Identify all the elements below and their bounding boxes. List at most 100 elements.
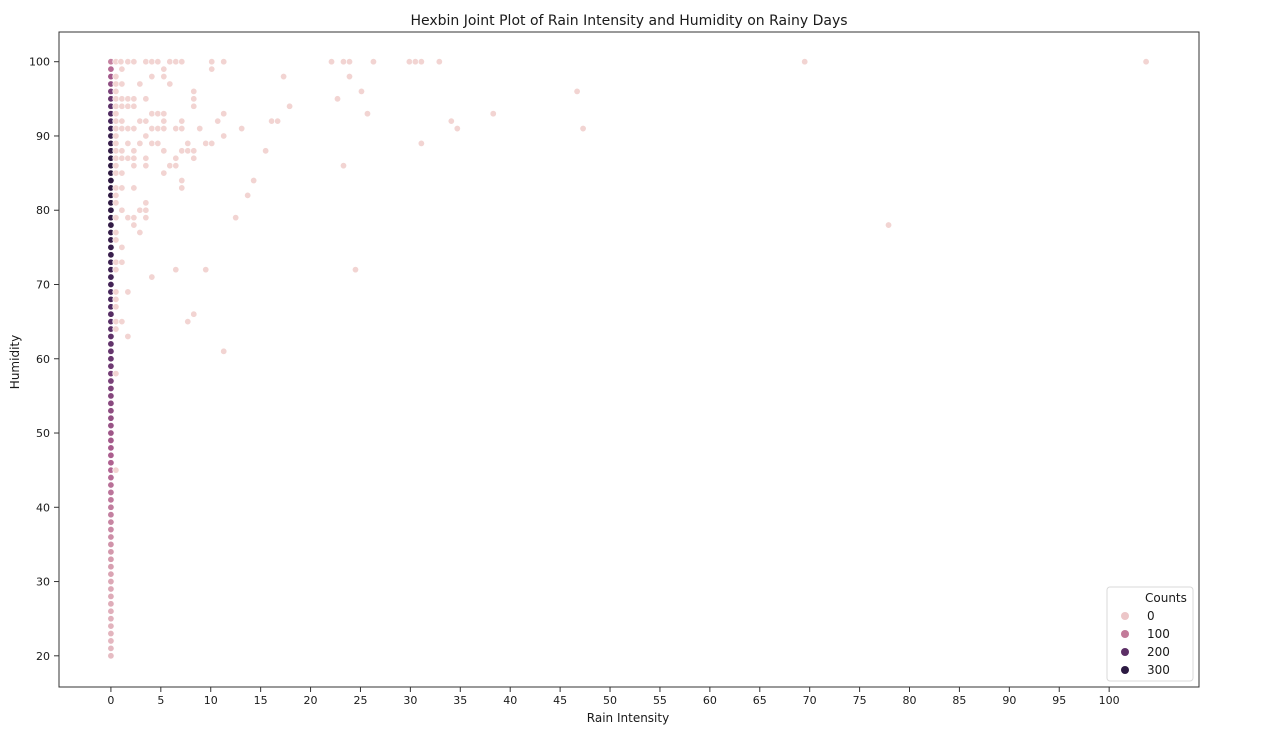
legend: Counts 0 100 200 300 xyxy=(1106,586,1194,682)
data-point xyxy=(107,444,115,452)
data-point xyxy=(107,407,115,415)
data-point xyxy=(107,206,115,214)
data-point xyxy=(154,58,162,66)
data-point xyxy=(148,273,156,281)
y-tick-label: 80 xyxy=(36,204,50,217)
data-point xyxy=(130,147,138,155)
x-tick-label: 15 xyxy=(254,694,268,707)
data-point xyxy=(208,139,216,147)
x-tick-label: 90 xyxy=(1002,694,1016,707)
data-point xyxy=(136,117,144,125)
x-tick-label: 70 xyxy=(803,694,817,707)
data-point xyxy=(112,154,120,162)
data-point xyxy=(117,58,125,66)
data-point xyxy=(112,162,120,170)
x-tick-label: 30 xyxy=(403,694,417,707)
data-point xyxy=(190,102,198,110)
data-point xyxy=(345,58,353,66)
data-point xyxy=(112,295,120,303)
legend-marker xyxy=(1121,648,1129,656)
legend-label: 300 xyxy=(1147,663,1170,677)
data-point xyxy=(107,481,115,489)
data-point xyxy=(160,117,168,125)
data-point xyxy=(107,474,115,482)
data-point xyxy=(124,125,132,133)
data-point xyxy=(130,125,138,133)
data-point xyxy=(573,87,581,95)
data-point xyxy=(107,540,115,548)
data-point xyxy=(274,117,282,125)
x-tick-label: 25 xyxy=(353,694,367,707)
data-point xyxy=(107,377,115,385)
data-point xyxy=(214,117,222,125)
x-tick-label: 85 xyxy=(952,694,966,707)
y-tick-label: 30 xyxy=(36,576,50,589)
data-point xyxy=(220,110,228,118)
data-point xyxy=(220,132,228,140)
data-point xyxy=(107,251,115,259)
x-tick-label: 80 xyxy=(903,694,917,707)
x-axis: 0 5 10 15 20 25 30 35 40 45 50 55 60 65 70 75 80 85 90 95 10… xyxy=(107,687,1120,707)
data-point xyxy=(202,266,210,274)
data-point xyxy=(107,273,115,281)
data-point xyxy=(112,258,120,266)
data-point xyxy=(107,459,115,467)
data-point xyxy=(184,318,192,326)
data-point xyxy=(118,102,126,110)
data-point xyxy=(178,147,186,155)
data-point xyxy=(107,600,115,608)
data-point xyxy=(124,95,132,103)
data-point xyxy=(107,243,115,251)
data-point xyxy=(801,58,809,66)
data-point xyxy=(107,332,115,340)
data-point xyxy=(107,630,115,638)
data-point xyxy=(112,325,120,333)
data-point xyxy=(172,162,180,170)
data-point xyxy=(112,370,120,378)
legend-marker xyxy=(1121,666,1129,674)
data-point xyxy=(107,355,115,363)
data-point xyxy=(112,266,120,274)
data-point xyxy=(112,73,120,81)
data-point xyxy=(112,466,120,474)
legend-marker xyxy=(1121,630,1129,638)
data-point xyxy=(142,95,150,103)
x-tick-label: 75 xyxy=(853,694,867,707)
data-point xyxy=(154,139,162,147)
data-point xyxy=(405,58,413,66)
data-point xyxy=(196,125,204,133)
data-point xyxy=(142,117,150,125)
data-point xyxy=(220,347,228,355)
data-point xyxy=(107,615,115,623)
data-point xyxy=(130,58,138,66)
data-point xyxy=(190,147,198,155)
data-point xyxy=(107,310,115,318)
data-point xyxy=(124,214,132,222)
y-axis: 20 30 40 50 60 70 80 90 100 xyxy=(29,56,59,663)
legend-label: 100 xyxy=(1147,627,1170,641)
data-point xyxy=(190,154,198,162)
data-point xyxy=(107,399,115,407)
data-point xyxy=(107,607,115,615)
data-point xyxy=(345,73,353,81)
data-point xyxy=(112,95,120,103)
data-point xyxy=(112,288,120,296)
data-point xyxy=(112,80,120,88)
data-point xyxy=(107,436,115,444)
data-point xyxy=(172,125,180,133)
data-point xyxy=(178,117,186,125)
data-point xyxy=(112,303,120,311)
data-point xyxy=(148,139,156,147)
x-tick-label: 45 xyxy=(553,694,567,707)
data-point xyxy=(453,125,461,133)
data-point xyxy=(118,258,126,266)
data-point xyxy=(107,548,115,556)
legend-label: 0 xyxy=(1147,609,1155,623)
data-point xyxy=(340,162,348,170)
legend-label: 200 xyxy=(1147,645,1170,659)
data-point xyxy=(124,139,132,147)
data-point xyxy=(172,154,180,162)
data-point xyxy=(118,154,126,162)
